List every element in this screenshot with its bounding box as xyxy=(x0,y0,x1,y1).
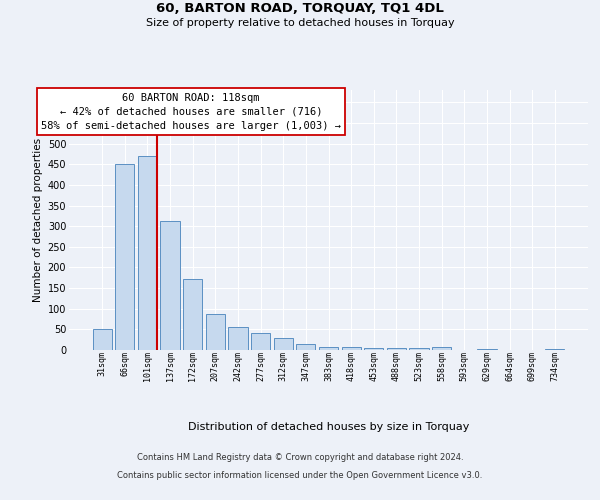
Bar xyxy=(364,348,383,350)
Bar xyxy=(545,349,565,350)
Bar xyxy=(160,221,180,350)
Bar xyxy=(319,346,338,350)
Bar xyxy=(274,338,293,350)
Bar xyxy=(296,344,316,350)
Text: Contains HM Land Registry data © Crown copyright and database right 2024.: Contains HM Land Registry data © Crown c… xyxy=(137,454,463,462)
Bar xyxy=(183,279,202,350)
Bar xyxy=(432,346,451,350)
Y-axis label: Number of detached properties: Number of detached properties xyxy=(34,138,43,302)
Text: Distribution of detached houses by size in Torquay: Distribution of detached houses by size … xyxy=(188,422,469,432)
Text: Contains public sector information licensed under the Open Government Licence v3: Contains public sector information licen… xyxy=(118,471,482,480)
Text: 60 BARTON ROAD: 118sqm
← 42% of detached houses are smaller (716)
58% of semi-de: 60 BARTON ROAD: 118sqm ← 42% of detached… xyxy=(41,92,341,130)
Bar xyxy=(387,348,406,350)
Bar xyxy=(229,328,248,350)
Bar xyxy=(206,314,225,350)
Bar xyxy=(115,164,134,350)
Text: Size of property relative to detached houses in Torquay: Size of property relative to detached ho… xyxy=(146,18,454,28)
Bar xyxy=(92,328,112,350)
Bar xyxy=(138,156,157,350)
Bar xyxy=(341,347,361,350)
Bar xyxy=(251,334,270,350)
Bar xyxy=(409,348,428,350)
Text: 60, BARTON ROAD, TORQUAY, TQ1 4DL: 60, BARTON ROAD, TORQUAY, TQ1 4DL xyxy=(156,2,444,16)
Bar xyxy=(477,349,497,350)
